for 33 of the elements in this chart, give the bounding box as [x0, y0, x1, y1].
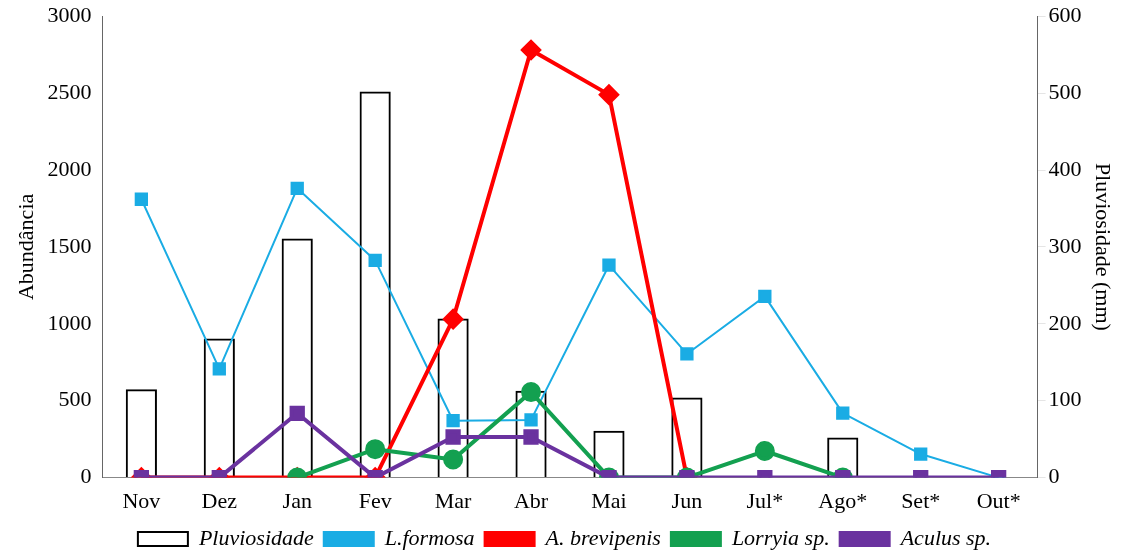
x-tick-label: Abr — [513, 487, 549, 513]
x-tick-label: Jan — [282, 487, 312, 513]
y-tick-label: 2000 — [47, 155, 92, 181]
y-tick-label: 1500 — [47, 232, 92, 258]
x-tick-label: Nov — [122, 487, 161, 513]
y-tick-label: 2500 — [47, 78, 92, 104]
legend-label: Aculus sp. — [898, 524, 992, 550]
y2-tick-label: 200 — [1048, 309, 1082, 335]
y-tick-label: 0 — [80, 463, 92, 489]
y2-tick-label: 500 — [1048, 78, 1082, 104]
x-tick-label: Ago* — [818, 487, 868, 513]
x-tick-label: Mai — [591, 487, 627, 513]
y-tick-label: 3000 — [47, 1, 92, 27]
y2-tick-label: 300 — [1048, 232, 1082, 258]
x-tick-label: Set* — [901, 487, 941, 513]
legend-label: A. brevipenis — [543, 524, 661, 550]
x-tick-label: Dez — [201, 487, 238, 513]
y2-tick-label: 0 — [1048, 463, 1060, 489]
x-tick-label: Jun — [671, 487, 703, 513]
x-tick-label: Mar — [434, 487, 473, 513]
x-tick-label: Jul* — [746, 487, 784, 513]
y-tick-label: 500 — [58, 386, 92, 412]
y2-axis-title: Pluviosidade (mm) — [1091, 162, 1117, 331]
legend-label: L.formosa — [383, 524, 475, 550]
y-tick-label: 1000 — [47, 309, 92, 335]
legend-label: Pluviosidade — [197, 524, 314, 550]
y-axis-title: Abundância — [12, 193, 38, 301]
x-tick-label: Out* — [976, 487, 1021, 513]
legend-label: Lorryia sp. — [730, 524, 830, 550]
y2-tick-label: 600 — [1048, 1, 1082, 27]
y2-tick-label: 100 — [1048, 386, 1082, 412]
x-tick-label: Fev — [358, 487, 392, 513]
y2-tick-label: 400 — [1048, 155, 1082, 181]
